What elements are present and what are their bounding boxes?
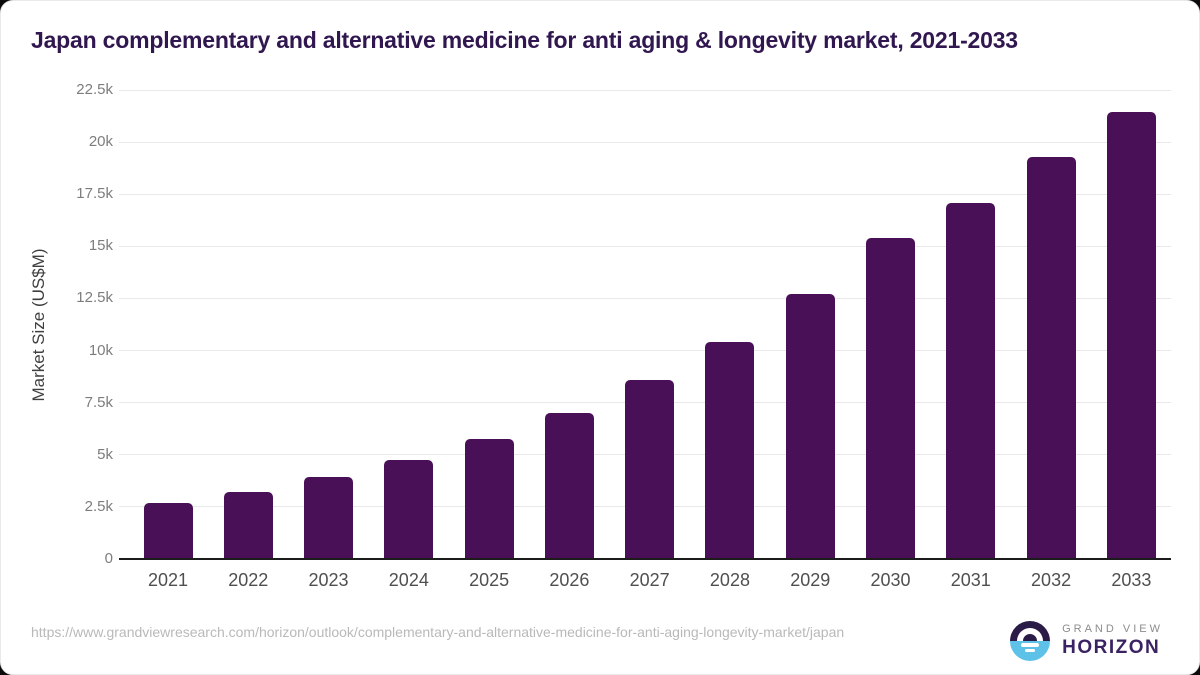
- horizon-logo-icon: [1010, 621, 1051, 661]
- x-axis-line: [119, 558, 1171, 560]
- logo-text-grand-view: GRAND VIEW: [1062, 623, 1163, 635]
- horizon-wave-icon: [1025, 649, 1036, 652]
- x-tick-label: 2027: [629, 570, 670, 590]
- bar-2025: [464, 439, 514, 559]
- bar-2027: [625, 379, 675, 559]
- x-tick-label: 2029: [790, 570, 831, 590]
- x-tick-label: 2021: [147, 570, 189, 590]
- horizon-wave-icon: [1021, 643, 1040, 647]
- x-tick-label: 2024: [388, 570, 429, 590]
- bar-2023: [304, 476, 354, 559]
- grand-view-horizon-logo: GRAND VIEW HORIZON: [1010, 621, 1163, 661]
- bar-2033: [1106, 111, 1156, 559]
- x-tick-label: 2032: [1031, 570, 1072, 590]
- bar-2024: [384, 459, 434, 559]
- x-tick-label: 2028: [709, 570, 750, 590]
- horizon-sun-arch-icon: [1017, 628, 1044, 641]
- bar-2021: [143, 502, 193, 559]
- y-tick-label: 20k: [88, 133, 113, 151]
- source-url: https://www.grandviewresearch.com/horizo…: [31, 624, 845, 640]
- gridline: [119, 297, 1171, 299]
- bar-2032: [1026, 156, 1076, 559]
- x-tick-label: 2031: [950, 570, 991, 590]
- y-tick-label: 5k: [97, 445, 113, 463]
- y-tick-label: 0: [104, 550, 113, 567]
- gridline: [119, 350, 1171, 352]
- y-tick-label: 22.5k: [76, 81, 113, 98]
- bar-2031: [946, 202, 996, 559]
- y-tick-label: 17.5k: [76, 185, 113, 203]
- x-tick-label: 2023: [308, 570, 349, 590]
- y-tick-label: 12.5k: [76, 289, 113, 307]
- x-tick-label: 2025: [469, 570, 510, 590]
- y-tick-label: 7.5k: [84, 393, 113, 411]
- x-tick-label: 2022: [228, 570, 269, 590]
- gridline: [119, 193, 1171, 195]
- y-tick-label: 2.5k: [84, 497, 113, 515]
- bar-2028: [705, 342, 755, 559]
- gridline: [119, 245, 1171, 247]
- x-tick-label: 2026: [549, 570, 590, 590]
- gridline: [119, 89, 1171, 91]
- bar-2022: [223, 492, 273, 559]
- x-tick-label: 2033: [1111, 570, 1152, 590]
- y-tick-label: 10k: [88, 341, 113, 359]
- y-axis-title: Market Size (US$M): [29, 248, 48, 402]
- bar-2029: [785, 294, 835, 559]
- x-tick-label: 2030: [870, 570, 911, 590]
- gridline: [119, 141, 1171, 143]
- logo-text-horizon: HORIZON: [1062, 637, 1161, 658]
- chart-title: Japan complementary and alternative medi…: [31, 27, 1018, 53]
- bar-2026: [544, 413, 594, 559]
- bar-2030: [866, 237, 916, 559]
- y-tick-label: 15k: [88, 237, 113, 255]
